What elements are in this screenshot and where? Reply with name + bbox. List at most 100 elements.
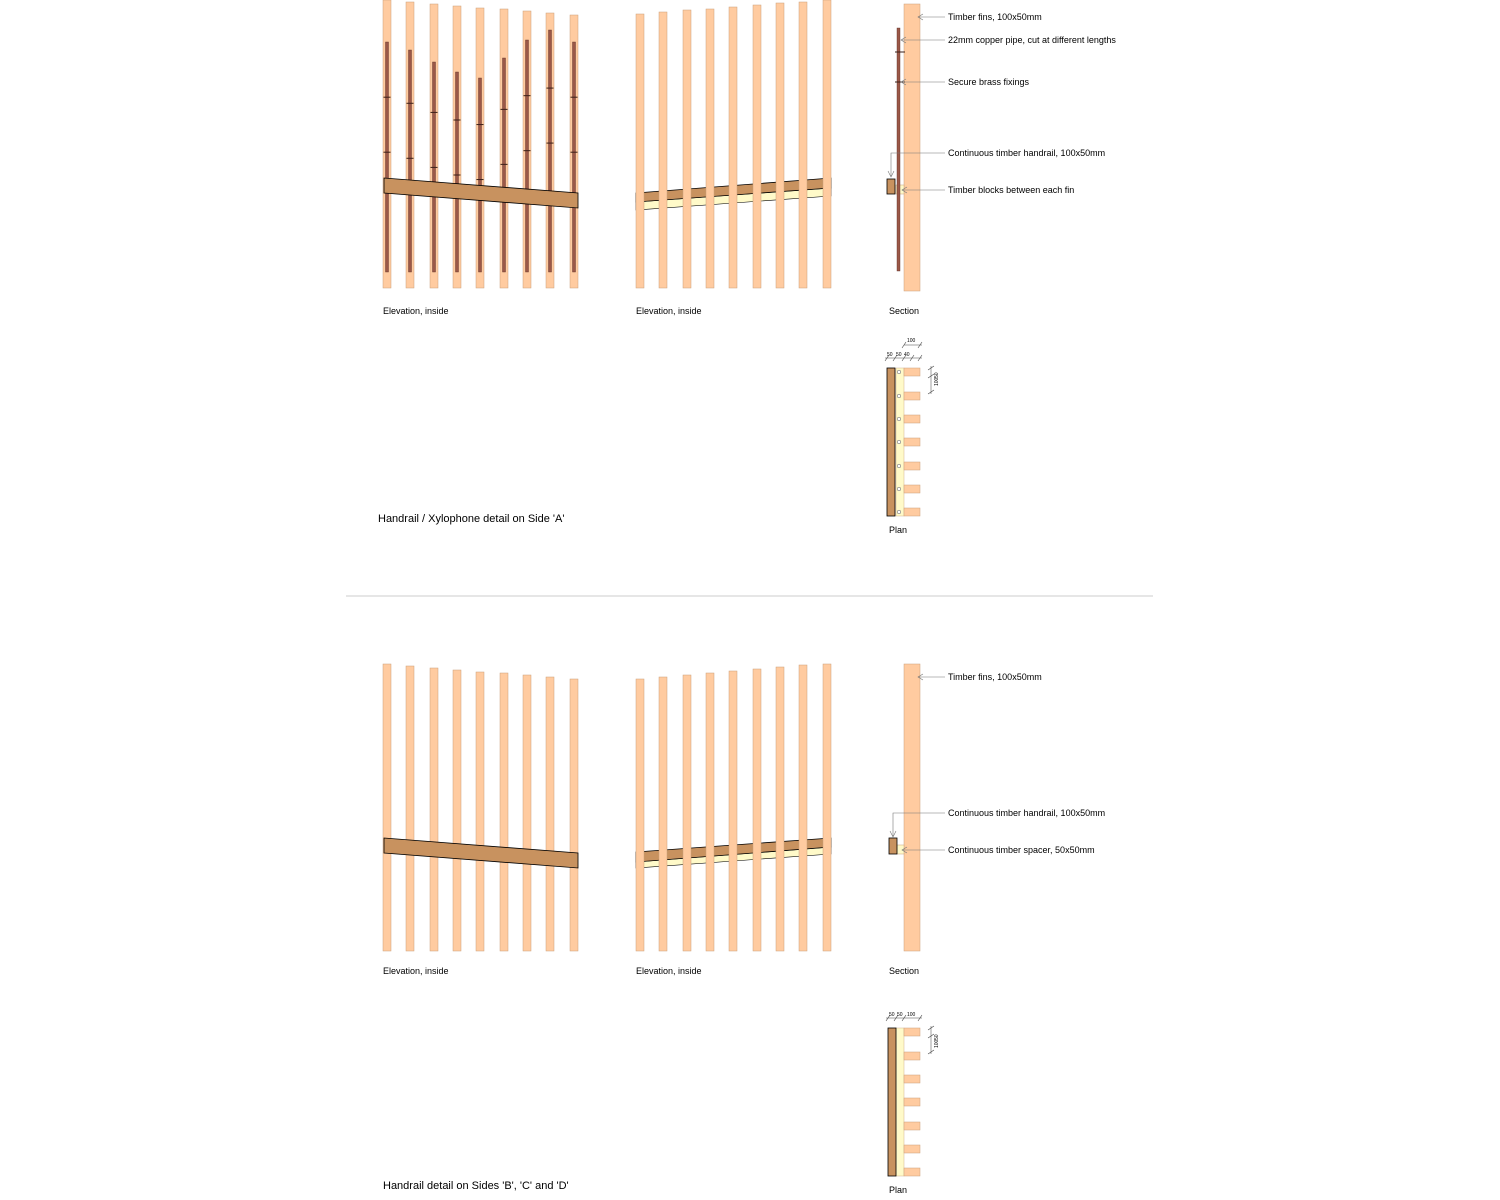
side-bcd-dim-2: 50 [897, 1012, 903, 1018]
side-bcd-dim-1: 50 [889, 1012, 895, 1018]
timber-fin [382, 663, 392, 952]
side-bcd-elevation-left [382, 663, 579, 952]
side-bcd-plan [885, 1014, 935, 1177]
side-a-note-timber-blocks: Timber blocks between each fin [948, 185, 1074, 195]
dim-tick [927, 389, 935, 395]
timber-fin-plan [903, 437, 921, 447]
side-a-note-brass-fixings: Secure brass fixings [948, 77, 1030, 87]
timber-fin [635, 678, 645, 952]
copper-pipe [408, 49, 412, 273]
side-a-title: Handrail / Xylophone detail on Side 'A' [378, 513, 564, 525]
side-bcd-dim-4: 100 [934, 1039, 940, 1048]
timber-fin [499, 672, 509, 952]
handrail [383, 177, 579, 209]
timber-fin [658, 11, 668, 289]
copper-pipe-plan [896, 369, 902, 375]
side-bcd-section-caption: Section [889, 966, 919, 976]
timber-fin-plan [903, 484, 921, 494]
side-bcd-elevation-right [635, 663, 832, 952]
timber-fin [405, 665, 415, 952]
handrail [383, 837, 579, 869]
side-bcd-title: Handrail detail on Sides 'B', 'C' and 'D… [383, 1180, 569, 1192]
side-a-dim-5: 100 [934, 377, 940, 386]
timber-fin [452, 669, 462, 952]
timber-fin-plan [903, 1027, 921, 1037]
timber-fin [475, 671, 485, 952]
side-a-detail: Elevation, inside Elevation, inside Sect… [378, 0, 1116, 535]
side-a-plan [884, 341, 935, 517]
side-a-elevation-left [382, 0, 579, 289]
leader-timber-fins-arrow [917, 673, 924, 681]
timber-fin-plan [903, 461, 921, 471]
copper-pipe-plan [896, 486, 902, 492]
copper-pipe-plan [896, 463, 902, 469]
timber-fin [775, 2, 785, 289]
leader-handrail [890, 152, 945, 176]
side-a-note-handrail: Continuous timber handrail, 100x50mm [948, 148, 1105, 158]
dim-tick [927, 1049, 935, 1055]
dim-tick [901, 354, 907, 362]
handrail-section [886, 178, 896, 195]
leader-timber-fins-arrow [917, 13, 924, 21]
copper-pipe [385, 41, 389, 273]
leader-brass-fixings-arrow [900, 78, 907, 86]
timber-fin-plan [903, 1097, 921, 1107]
handrail-section [888, 837, 898, 855]
copper-pipe [478, 77, 482, 273]
leader-timber-spacer-arrow [901, 846, 908, 854]
timber-fin [545, 676, 555, 952]
copper-pipe-plan [896, 509, 902, 515]
leader-handrail-arrow [889, 830, 897, 838]
timber-fin [822, 0, 832, 289]
dim-tick [884, 354, 890, 362]
side-a-dim-2: 50 [896, 352, 902, 358]
timber-fin [822, 663, 832, 952]
dim-tick [893, 1014, 899, 1022]
timber-fin [705, 8, 715, 289]
copper-pipe [525, 39, 529, 273]
side-bcd-note-handrail: Continuous timber handrail, 100x50mm [948, 808, 1105, 818]
timber-fin [569, 678, 579, 952]
side-a-dim-1: 50 [887, 352, 893, 358]
timber-fin [658, 676, 668, 952]
side-a-note-copper-pipe: 22mm copper pipe, cut at different lengt… [948, 35, 1116, 45]
dim-tick [917, 354, 923, 362]
timber-fin [682, 9, 692, 289]
timber-fin-plan [903, 507, 921, 517]
copper-pipe [502, 57, 506, 273]
dim-tick [927, 373, 935, 379]
leader-handrail-arrow [887, 170, 895, 178]
copper-pipe [455, 71, 459, 273]
side-bcd-detail: Elevation, inside Elevation, inside Sect… [382, 663, 1105, 1195]
copper-pipe-plan [896, 416, 902, 422]
timber-fin [635, 13, 645, 289]
timber-fin [522, 674, 532, 952]
dim-tick [927, 1025, 935, 1031]
dim-tick [909, 354, 915, 362]
side-bcd-section [888, 663, 945, 952]
timber-fin [682, 674, 692, 952]
copper-pipe-section [896, 27, 901, 272]
timber-fin [705, 672, 715, 952]
side-a-section-caption: Section [889, 306, 919, 316]
side-a-note-timber-fins: Timber fins, 100x50mm [948, 12, 1042, 22]
side-a-elevation-right [635, 0, 832, 289]
side-bcd-note-spacer: Continuous timber spacer, 50x50mm [948, 845, 1095, 855]
timber-fin-plan [903, 367, 921, 377]
timber-fin [429, 667, 439, 952]
side-bcd-elevation-right-caption: Elevation, inside [636, 966, 702, 976]
timber-fin-plan [903, 1144, 921, 1154]
dim-tick [901, 341, 907, 349]
handrail-plan [887, 1027, 897, 1177]
side-a-dim-3: 40 [904, 352, 910, 358]
timber-fin [728, 670, 738, 952]
copper-pipe-plan [896, 439, 902, 445]
timber-fin [798, 1, 808, 289]
dim-tick [892, 354, 898, 362]
side-a-dim-4: 100 [907, 338, 916, 344]
side-a-elevation-left-caption: Elevation, inside [383, 306, 449, 316]
side-a-section [886, 3, 945, 292]
timber-fin [752, 668, 762, 952]
side-bcd-dim-5: 50 [934, 1034, 940, 1040]
